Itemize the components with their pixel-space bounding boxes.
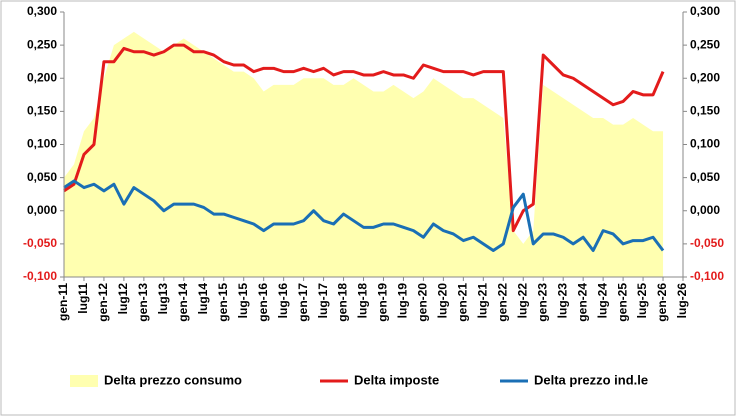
x-tick-label: gen-26 — [655, 283, 669, 322]
x-tick-label: gen-20 — [416, 283, 430, 322]
x-tick-label: lug-26 — [675, 283, 689, 319]
x-tick-label: lug-17 — [316, 283, 330, 319]
x-tick-label: lug-24 — [595, 283, 609, 319]
x-tick-label: lug-25 — [635, 283, 649, 319]
y2-tick-label: 0,000 — [690, 203, 720, 217]
x-tick-label: lug-20 — [436, 283, 450, 319]
y2-tick-label: 0,100 — [690, 137, 720, 151]
legend: Delta prezzo consumo Delta imposte Delta p… — [70, 372, 648, 387]
x-tick-label: lug14 — [196, 283, 210, 315]
legend-label: Delta prezzo ind.le — [534, 372, 648, 387]
y2-tick-label: -0,100 — [690, 269, 724, 283]
y2-tick-label: 0,050 — [690, 170, 720, 184]
x-tick-label: gen-11 — [56, 283, 70, 321]
y-tick-label: -0,050 — [23, 236, 57, 250]
x-tick-label: lug-22 — [515, 283, 529, 319]
y2-tick-label: 0,250 — [690, 37, 720, 51]
x-tick-label: gen-23 — [535, 283, 549, 322]
y2-tick-label: 0,200 — [690, 70, 720, 84]
x-tick-label: gen-25 — [615, 283, 629, 322]
legend-label: Delta imposte — [354, 372, 439, 387]
x-tick-label: gen-18 — [336, 283, 350, 322]
x-tick-label: lug-23 — [555, 283, 569, 319]
x-tick-label: lug-19 — [396, 283, 410, 319]
x-tick-label: lug-15 — [236, 283, 250, 319]
x-tick-label: gen-14 — [176, 283, 190, 322]
x-tick-label: gen-12 — [96, 283, 110, 322]
x-tick-label: gen-24 — [575, 283, 589, 322]
x-tick-label: gen-13 — [136, 283, 150, 322]
y2-tick-label: 0,150 — [690, 104, 720, 118]
y-tick-label: 0,150 — [27, 104, 57, 118]
y-tick-label: -0,100 — [23, 269, 57, 283]
y2-tick-label: 0,300 — [690, 4, 720, 18]
line — [63, 43, 665, 233]
x-tick-label: lug-18 — [356, 283, 370, 319]
legend-label: Delta prezzo consumo — [104, 372, 242, 387]
x-tick-label: lug-16 — [276, 283, 290, 319]
y-tick-label: 0,000 — [27, 203, 57, 217]
x-tick-label: gen-19 — [376, 283, 390, 322]
x-tick-label: gen-16 — [256, 283, 270, 322]
x-tick-label: lug11 — [76, 283, 90, 314]
legend-swatch — [70, 375, 98, 387]
y2-tick-label: -0,050 — [690, 236, 724, 250]
x-tick-label: gen-21 — [456, 283, 470, 322]
x-tick-label: gen-15 — [216, 283, 230, 322]
area — [64, 31, 664, 277]
x-tick-label: lug12 — [116, 283, 130, 315]
x-tick-label: lug13 — [156, 283, 170, 315]
y-tick-label: 0,100 — [27, 137, 57, 151]
x-tick-label: gen-17 — [296, 283, 310, 322]
y-tick-label: 0,050 — [27, 170, 57, 184]
y-tick-label: 0,300 — [27, 4, 57, 18]
plot-area: -0,100 -0,050 0,000 0,050 0,100 0,150 0,200 0,2… — [23, 4, 724, 322]
y-tick-label: 0,200 — [27, 70, 57, 84]
line — [63, 179, 665, 252]
y-tick-label: 0,250 — [27, 37, 57, 51]
x-tick-label: lug-21 — [475, 283, 489, 319]
x-tick-label: gen-22 — [495, 283, 509, 322]
